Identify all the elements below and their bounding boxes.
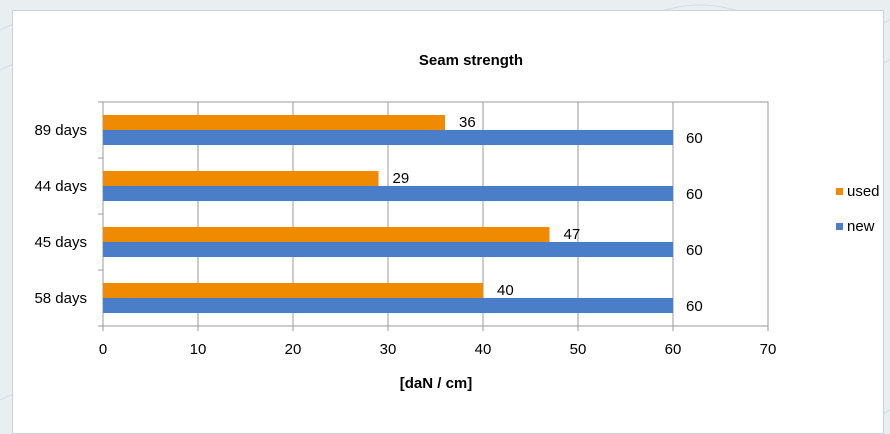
- legend-label-new: new: [847, 218, 875, 235]
- bar-used: [103, 227, 550, 242]
- data-label-used: 47: [564, 226, 581, 243]
- legend-swatch-used: [836, 188, 843, 195]
- data-label-used: 29: [393, 170, 410, 187]
- x-tick-label: 0: [99, 341, 107, 358]
- x-tick-label: 50: [570, 341, 587, 358]
- data-label-new: 60: [686, 242, 703, 259]
- y-category-label: 58 days: [34, 290, 87, 307]
- x-tick-label: 10: [190, 341, 207, 358]
- legend-swatch-new: [836, 223, 843, 230]
- data-label-new: 60: [686, 130, 703, 147]
- bar-new: [103, 298, 673, 313]
- data-label-used: 40: [497, 282, 514, 299]
- x-tick-label: 60: [665, 341, 682, 358]
- y-category-label: 44 days: [34, 178, 87, 195]
- x-tick-label: 20: [285, 341, 302, 358]
- x-tick-label: 30: [380, 341, 397, 358]
- bar-new: [103, 186, 673, 201]
- x-tick-label: 70: [760, 341, 777, 358]
- bar-used: [103, 171, 379, 186]
- chart-title: Seam strength: [419, 52, 523, 69]
- bar-used: [103, 283, 483, 298]
- data-label-used: 36: [459, 114, 476, 131]
- x-axis-label: [daN / cm]: [400, 375, 473, 392]
- y-category-label: 89 days: [34, 122, 87, 139]
- data-label-new: 60: [686, 186, 703, 203]
- bar-used: [103, 115, 445, 130]
- x-tick-label: 40: [475, 341, 492, 358]
- bar-new: [103, 242, 673, 257]
- legend: used new: [836, 183, 880, 235]
- legend-label-used: used: [847, 183, 880, 200]
- y-category-label: 45 days: [34, 234, 87, 251]
- bar-new: [103, 130, 673, 145]
- data-label-new: 60: [686, 298, 703, 315]
